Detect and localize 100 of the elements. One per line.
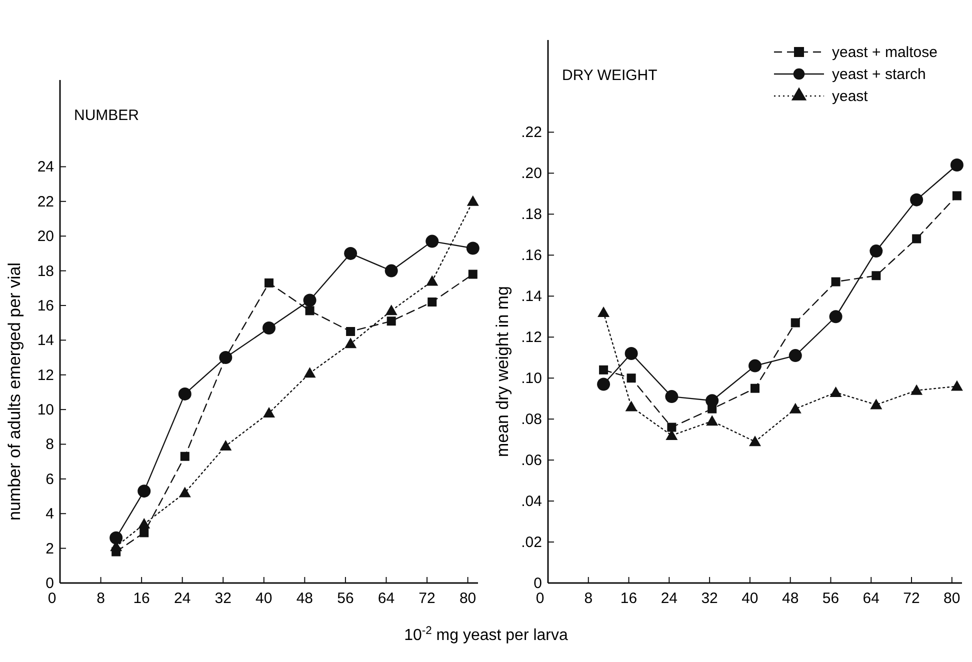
y-tick-label: .20 <box>521 165 542 182</box>
point <box>750 384 760 393</box>
y-tick-label: 12 <box>37 366 54 384</box>
point <box>788 349 802 362</box>
point <box>264 278 274 288</box>
x-axis-title: 10$^{-2}$ mg yeast per larva <box>404 625 568 644</box>
y-tick-label: .16 <box>521 247 542 264</box>
y-tick-label: 16 <box>37 297 54 314</box>
point <box>749 436 761 446</box>
point <box>468 270 478 279</box>
y-tick-label: .14 <box>521 288 542 306</box>
point <box>426 275 438 286</box>
y-tick-label: 20 <box>37 228 54 246</box>
y-tick-label: 2 <box>46 540 54 558</box>
point <box>870 244 883 258</box>
y-tick-label: 24 <box>37 158 54 176</box>
point <box>385 304 398 316</box>
text: DRY WEIGHT <box>562 67 658 84</box>
point <box>138 518 150 529</box>
x-tick-label: 40 <box>256 590 272 607</box>
point <box>180 452 190 461</box>
x-tick-label: 64 <box>862 590 880 607</box>
y-tick-label: 18 <box>37 262 54 280</box>
x-tick-label: 80 <box>459 590 476 607</box>
point <box>220 440 232 450</box>
point <box>344 338 357 348</box>
point <box>344 246 358 260</box>
point <box>625 400 638 412</box>
point <box>178 486 191 498</box>
point <box>706 394 719 408</box>
point <box>599 365 608 374</box>
point <box>829 310 842 324</box>
x-tick-label: 64 <box>378 590 395 607</box>
point <box>667 422 676 432</box>
point <box>665 390 678 404</box>
point <box>598 306 610 318</box>
legend-label: yeast + starch <box>832 66 926 83</box>
point <box>790 318 800 328</box>
y-tick-label: .22 <box>521 124 542 142</box>
x-tick-label: 80 <box>944 590 960 607</box>
point <box>384 264 398 278</box>
x-tick-label: 16 <box>620 590 638 607</box>
point <box>872 271 881 280</box>
point <box>912 234 922 244</box>
y-tick-label: 6 <box>46 470 54 488</box>
point <box>346 327 356 336</box>
point <box>262 322 276 335</box>
y-axis-title: mean dry weight in mg <box>493 286 512 458</box>
point <box>466 242 480 255</box>
point <box>305 306 314 316</box>
x-tick-label: 56 <box>822 590 840 607</box>
x-tick-label: 24 <box>660 590 678 607</box>
y-tick-label: 0 <box>46 575 54 592</box>
point <box>597 378 610 391</box>
point <box>140 528 149 538</box>
x-tick-label: 8 <box>96 590 105 607</box>
point <box>466 195 479 206</box>
y-tick-label: .06 <box>521 452 542 470</box>
x-tick-label: 72 <box>903 590 920 607</box>
legend-label: yeast + maltose <box>832 44 938 61</box>
point <box>428 298 437 307</box>
point <box>830 386 842 397</box>
point <box>303 294 316 307</box>
y-tick-label: 10 <box>37 402 54 419</box>
y-tick-label: 22 <box>37 193 54 210</box>
x-tick-label: 24 <box>174 590 191 607</box>
point <box>304 367 316 378</box>
y-tick-label: 8 <box>46 436 54 454</box>
point <box>870 398 882 410</box>
point <box>950 158 964 172</box>
point <box>110 531 123 544</box>
y-tick-label: .18 <box>521 206 542 224</box>
x-tick-label: 32 <box>701 590 718 607</box>
x-tick-label: 32 <box>214 590 232 607</box>
legend-label: yeast <box>832 88 869 105</box>
point <box>624 347 638 360</box>
x-tick-label: 8 <box>584 590 593 607</box>
point <box>386 316 396 326</box>
y-axis-title: number of adults emerged per vial <box>5 262 24 520</box>
point <box>952 191 962 200</box>
y-tick-label: .04 <box>521 493 542 510</box>
x-tick-label: 56 <box>337 590 354 607</box>
point <box>178 387 192 400</box>
y-tick-label: .02 <box>521 534 542 552</box>
point <box>789 402 802 414</box>
y-tick-label: .12 <box>521 329 542 346</box>
y-tick-label: 14 <box>37 332 54 350</box>
point <box>263 407 275 418</box>
point <box>950 380 963 391</box>
x-tick-label: 48 <box>296 590 314 607</box>
y-tick-label: .10 <box>521 370 542 388</box>
point <box>138 484 151 498</box>
point <box>831 277 840 286</box>
point <box>706 415 718 426</box>
x-tick-label: 48 <box>782 590 799 607</box>
y-tick-label: 4 <box>46 506 54 523</box>
x-tick-label: 16 <box>133 590 150 607</box>
y-tick-label: .08 <box>521 411 542 428</box>
point <box>426 234 439 248</box>
point <box>626 374 636 383</box>
